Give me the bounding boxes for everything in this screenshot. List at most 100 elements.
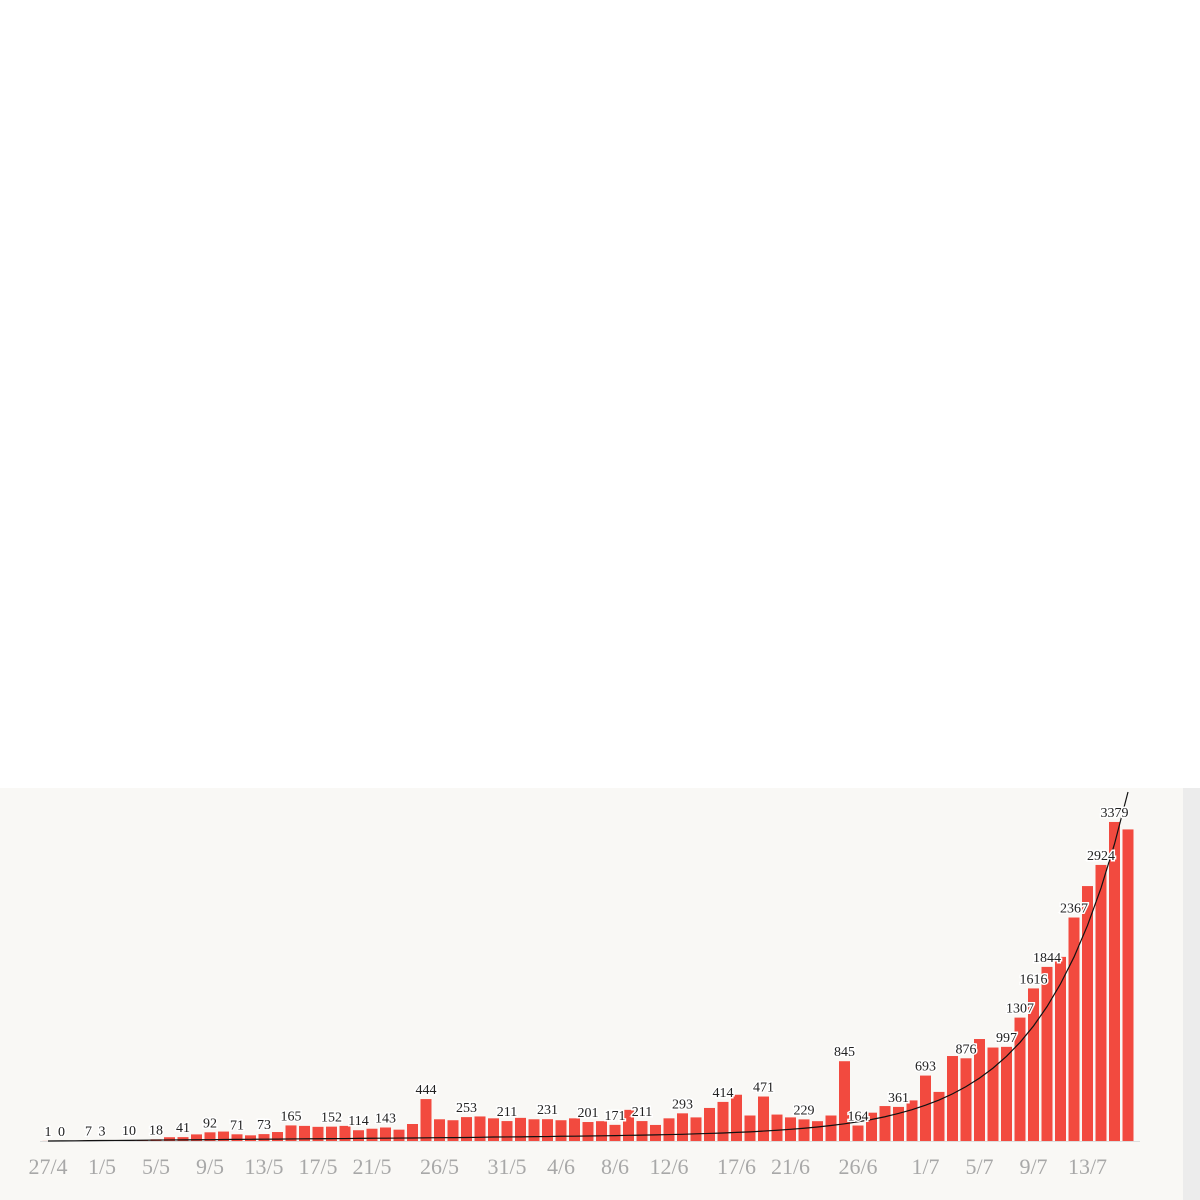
bar: [515, 1117, 526, 1141]
value-label: 1: [45, 1125, 52, 1140]
bar: [758, 1096, 769, 1141]
x-tick-label: 4/6: [547, 1154, 575, 1179]
bar: [555, 1120, 567, 1141]
bar: [636, 1121, 648, 1141]
bar: [420, 1099, 432, 1141]
bar: [852, 1125, 864, 1141]
x-tick-label: 9/5: [196, 1154, 224, 1179]
value-label: 92: [203, 1116, 217, 1131]
bar: [326, 1126, 337, 1141]
bar: [1028, 988, 1039, 1141]
value-label: 693: [915, 1060, 936, 1075]
value-label: 165: [281, 1109, 302, 1124]
value-label: 3379: [1101, 806, 1129, 821]
bar: [1082, 886, 1093, 1141]
value-label: 143: [375, 1111, 396, 1126]
bar: [528, 1119, 540, 1141]
value-label: 73: [257, 1118, 271, 1133]
value-label: 1307: [1006, 1002, 1034, 1017]
bar: [258, 1134, 270, 1141]
bar: [164, 1137, 175, 1141]
value-label: 71: [230, 1118, 244, 1133]
bar: [353, 1130, 364, 1141]
bar: [245, 1135, 256, 1141]
value-label: 414: [713, 1086, 734, 1101]
bar: [744, 1115, 756, 1141]
value-label: 361: [888, 1091, 909, 1106]
bar: [488, 1118, 499, 1141]
bar: [407, 1124, 418, 1141]
value-label: 2367: [1060, 902, 1088, 917]
bar: [663, 1118, 675, 1141]
value-label: 164: [848, 1110, 869, 1125]
bar: [906, 1100, 918, 1141]
value-label: 997: [996, 1031, 1017, 1046]
bar: [1055, 956, 1066, 1141]
value-label: 171: [605, 1109, 626, 1124]
bar: [1095, 864, 1107, 1141]
bar: [299, 1125, 310, 1141]
bar: [596, 1121, 607, 1141]
bar: [218, 1131, 229, 1141]
bar: [933, 1091, 945, 1141]
bar: [1014, 1017, 1026, 1141]
value-label: 471: [753, 1081, 774, 1096]
bar: [393, 1129, 405, 1141]
bar: [879, 1106, 891, 1141]
value-label: 18: [149, 1123, 163, 1138]
bar: [623, 1109, 634, 1141]
bar: [947, 1056, 958, 1141]
value-label: 876: [956, 1042, 977, 1057]
bar: [366, 1128, 378, 1141]
x-tick-label: 13/5: [244, 1154, 283, 1179]
bar: [893, 1106, 904, 1141]
trend-line: [47, 791, 1129, 1142]
bar: [771, 1114, 783, 1141]
bar: [569, 1118, 580, 1141]
value-label: 114: [348, 1114, 368, 1129]
bar: [650, 1124, 661, 1141]
x-tick-label: 17/5: [298, 1154, 337, 1179]
bar: [690, 1117, 702, 1141]
value-label: 211: [497, 1105, 517, 1120]
x-tick-label: 26/5: [420, 1154, 459, 1179]
value-label: 845: [834, 1045, 855, 1060]
bar: [960, 1058, 972, 1141]
bar: [461, 1117, 472, 1141]
value-label: 1844: [1033, 951, 1061, 966]
bar: [447, 1120, 459, 1141]
x-tick-label: 21/6: [771, 1154, 810, 1179]
bar: [501, 1121, 513, 1141]
bar: [987, 1047, 999, 1141]
x-tick-label: 8/6: [601, 1154, 629, 1179]
bar: [542, 1119, 553, 1141]
value-label: 2924: [1087, 849, 1115, 864]
x-tick-label: 31/5: [487, 1154, 526, 1179]
bar: [1041, 966, 1053, 1141]
bar: [231, 1134, 243, 1141]
value-label: 201: [578, 1106, 599, 1121]
bar: [704, 1107, 715, 1141]
value-label: 10: [122, 1124, 136, 1139]
bar: [474, 1116, 486, 1141]
value-label: 7: [85, 1124, 92, 1139]
x-tick-label: 5/7: [965, 1154, 993, 1179]
bar: [866, 1112, 877, 1141]
bar: [339, 1125, 351, 1141]
bar: [1109, 821, 1120, 1141]
x-tick-label: 12/6: [649, 1154, 688, 1179]
scrollbar: [1183, 788, 1200, 1200]
bar: [1068, 917, 1080, 1141]
bar: [204, 1132, 216, 1141]
bar: [177, 1137, 189, 1141]
bar: [582, 1122, 594, 1141]
bar: [1001, 1046, 1012, 1141]
value-label: 41: [176, 1121, 190, 1136]
bar: [839, 1061, 850, 1141]
x-tick-label: 27/4: [28, 1154, 67, 1179]
x-tick-label: 1/7: [911, 1154, 939, 1179]
value-label: 1616: [1020, 972, 1048, 987]
value-label: 152: [321, 1111, 342, 1126]
bar: [272, 1132, 283, 1141]
